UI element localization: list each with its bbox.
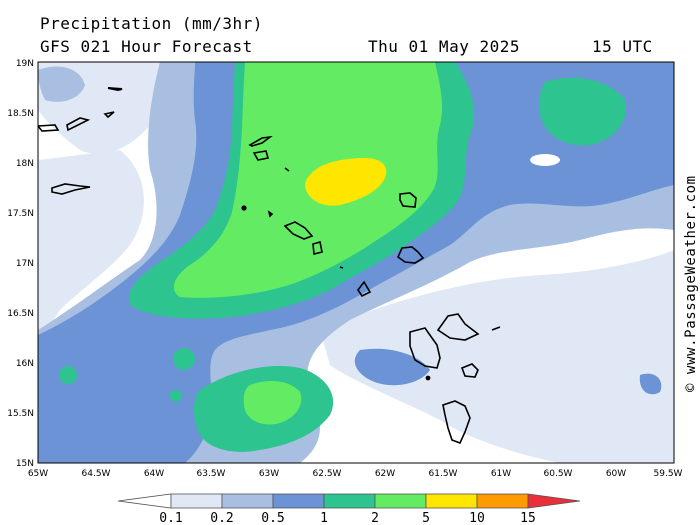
longitude-axis: 65W 64.5W 64W 63.5W 63W 62.5W 62W 61.5W … bbox=[28, 469, 683, 479]
legend-bin bbox=[527, 493, 581, 509]
map-title: Precipitation (mm/3hr) bbox=[40, 14, 263, 33]
legend-tick-label: 15 bbox=[520, 511, 536, 525]
legend-bin bbox=[272, 493, 325, 509]
precipitation-layers bbox=[38, 62, 674, 463]
legend-tick-label: 5 bbox=[422, 511, 430, 525]
legend-tick-label: 0.5 bbox=[261, 511, 284, 525]
lon-tick-label: 63.5W bbox=[197, 469, 226, 479]
legend-bin bbox=[476, 493, 529, 509]
coastlines bbox=[38, 87, 501, 445]
legend-tick-label: 10 bbox=[469, 511, 485, 525]
lon-tick-label: 62W bbox=[375, 469, 395, 479]
lon-tick-label: 60W bbox=[606, 469, 626, 479]
lat-tick-label: 18.5N bbox=[7, 109, 34, 119]
lon-tick-label: 65W bbox=[28, 469, 48, 479]
lat-tick-label: 17N bbox=[16, 259, 34, 269]
lon-tick-label: 59.5W bbox=[654, 469, 683, 479]
lat-tick-label: 18N bbox=[16, 159, 34, 169]
lon-tick-label: 61.5W bbox=[429, 469, 458, 479]
legend-bin bbox=[170, 493, 223, 509]
legend-bin bbox=[374, 493, 427, 509]
lon-tick-label: 60.5W bbox=[544, 469, 573, 479]
lon-tick-label: 61W bbox=[491, 469, 511, 479]
precip-gap bbox=[530, 154, 560, 166]
forecast-date: Thu 01 May 2025 bbox=[368, 37, 520, 56]
lon-tick-label: 62.5W bbox=[313, 469, 342, 479]
forecast-subtitle: GFS 021 Hour Forecast bbox=[40, 37, 253, 56]
precip-level-5 bbox=[305, 158, 387, 206]
lat-tick-label: 16N bbox=[16, 359, 34, 369]
lon-tick-label: 64W bbox=[144, 469, 164, 479]
legend-tick-label: 0.1 bbox=[159, 511, 182, 525]
lat-tick-label: 15.5N bbox=[7, 409, 34, 419]
legend-bin bbox=[425, 493, 478, 509]
legend-tick-label: 2 bbox=[371, 511, 379, 525]
latitude-axis: 19N 18.5N 18N 17.5N 17N 16.5N 16N 15.5N … bbox=[7, 59, 34, 469]
lat-tick-label: 17.5N bbox=[7, 209, 34, 219]
precipitation-legend: 0.1 0.2 0.5 1 2 5 10 15 bbox=[117, 493, 581, 525]
forecast-time: 15 UTC bbox=[592, 37, 653, 56]
lat-tick-label: 15N bbox=[16, 459, 34, 469]
map-frame bbox=[37, 61, 675, 464]
legend-bin bbox=[221, 493, 274, 509]
watermark-text: © www.PassageWeather.com bbox=[683, 175, 699, 392]
lon-tick-label: 63W bbox=[259, 469, 279, 479]
precip-level-0.1 bbox=[38, 62, 674, 463]
lon-tick-label: 64.5W bbox=[82, 469, 111, 479]
legend-bin bbox=[117, 493, 172, 509]
lat-tick-label: 19N bbox=[16, 59, 34, 69]
legend-tick-label: 1 bbox=[320, 511, 328, 525]
legend-bin bbox=[323, 493, 376, 509]
legend-tick-label: 0.2 bbox=[210, 511, 233, 525]
lat-tick-label: 16.5N bbox=[7, 309, 34, 319]
